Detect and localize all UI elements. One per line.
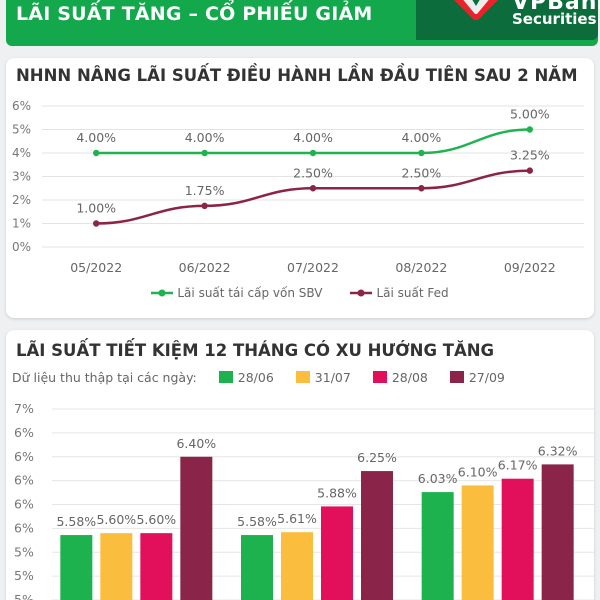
line-chart-legend: Lãi suất tái cấp vốn SBV Lãi suất Fed (6, 286, 594, 300)
y-tick-label: 5% (12, 123, 31, 137)
legend-swatch (372, 371, 387, 383)
y-tick-label: 6% (14, 449, 34, 464)
bar (140, 533, 173, 600)
data-label: 6.40% (176, 436, 216, 451)
data-point (526, 126, 533, 133)
y-tick-label: 6% (14, 497, 34, 512)
x-tick-label: 08/2022 (395, 260, 447, 275)
legend-prefix: Dữ liệu thu thập tại các ngày: (12, 369, 197, 385)
data-point (526, 167, 533, 174)
data-label: 2.50% (402, 165, 442, 180)
y-tick-label: 4% (12, 146, 31, 160)
y-tick-label: 6% (14, 425, 34, 440)
bar-chart-legend: Dữ liệu thu thập tại các ngày: 28/06 31/… (12, 368, 505, 386)
data-point (309, 185, 317, 192)
y-tick-label: 2% (12, 193, 31, 207)
bar (241, 535, 273, 600)
legend-line-icon (151, 289, 174, 297)
data-label: 6.32% (538, 443, 578, 458)
legend-swatch (449, 371, 464, 383)
bar (361, 471, 393, 600)
y-tick-label: 6% (14, 520, 34, 535)
data-label: 4.00% (185, 130, 225, 145)
data-label: 1.75% (185, 183, 225, 198)
data-point (201, 202, 208, 210)
data-label: 5.58% (237, 514, 277, 529)
data-point (201, 149, 208, 157)
legend-line-icon (350, 289, 373, 297)
bar (180, 456, 213, 600)
bar-chart-title: LÃI SUẤT TIẾT KIỆM 12 THÁNG CÓ XU HƯỚNG … (16, 341, 495, 360)
y-tick-label: 5% (14, 592, 34, 600)
x-tick-label: 09/2022 (504, 260, 556, 275)
data-label: 4.00% (402, 130, 442, 145)
legend-label-sbv: Lãi suất tái cấp vốn SBV (177, 286, 323, 300)
data-label: 1.00% (76, 201, 116, 216)
data-label: 6.25% (357, 450, 397, 465)
savings-rate-card: LÃI SUẤT TIẾT KIỆM 12 THÁNG CÓ XU HƯỚNG … (6, 330, 594, 600)
bar (281, 532, 313, 600)
data-label: 5.60% (96, 512, 136, 527)
bar (541, 464, 574, 600)
y-tick-label: 5% (14, 568, 34, 583)
bar (321, 506, 353, 600)
legend-item-sbv: Lãi suất tái cấp vốn SBV (151, 286, 322, 300)
legend-item-2808: 28/08 (372, 369, 428, 385)
x-tick-label: 07/2022 (287, 260, 339, 275)
data-label: 3.25% (510, 148, 550, 163)
policy-rate-card: NHNN NÂNG LÃI SUẤT ĐIỀU HÀNH LẦN ĐẦU TIÊ… (6, 58, 594, 318)
y-tick-label: 6% (12, 99, 31, 113)
bar (461, 485, 494, 600)
y-tick-label: 1% (12, 217, 31, 231)
legend-item-3107: 31/07 (295, 369, 351, 385)
data-label: 6.17% (498, 458, 538, 473)
data-label: 5.58% (56, 514, 96, 529)
y-tick-label: 3% (12, 170, 31, 184)
legend-swatch (218, 371, 233, 383)
y-tick-label: 7% (14, 401, 34, 416)
y-tick-label: 6% (14, 473, 34, 488)
vpbank-logo-icon (454, 0, 498, 20)
legend-item-2806: 28/06 (218, 369, 274, 385)
data-label: 4.00% (76, 130, 116, 145)
x-tick-label: 06/2022 (179, 260, 231, 275)
x-tick-label: 05/2022 (70, 260, 122, 275)
brand-logo: VPBank Securities (416, 0, 600, 40)
y-tick-label: 0% (12, 240, 31, 254)
legend-swatch (295, 371, 310, 383)
bar (501, 478, 534, 600)
y-tick-label: 5% (14, 544, 34, 559)
data-point (309, 149, 317, 157)
bar (100, 533, 133, 600)
bar-chart: 5%5%5%6%6%6%6%6%7%5.58% 5.60% 5.60%6.40%5.… (14, 401, 594, 600)
legend-label: 27/09 (468, 369, 505, 385)
data-label: 4.00% (293, 130, 333, 145)
data-label: 2.50% (293, 165, 333, 180)
data-label: 5.61% (277, 511, 317, 526)
logo-subtext: Securities (512, 10, 597, 28)
data-label: 5.60% (136, 512, 176, 527)
page-title: LÃI SUẤT TĂNG – CỔ PHIẾU GIẢM (16, 3, 373, 25)
legend-label: 31/07 (314, 369, 351, 385)
legend-label-fed: Lãi suất Fed (376, 286, 449, 300)
header-banner: LÃI SUẤT TĂNG – CỔ PHIẾU GIẢM VPBank Sec… (6, 0, 600, 46)
data-label: 5.88% (317, 485, 357, 500)
bar (60, 535, 93, 600)
data-label: 6.03% (418, 471, 458, 486)
logo-text: VPBank (512, 0, 600, 15)
line-chart: 0% 1% 2% 3% 4% 5% 6% 05/2022 06/2022 07/2022 08/20… (12, 99, 584, 275)
data-label: 5.00% (510, 107, 550, 122)
data-point (93, 149, 100, 157)
data-point (93, 220, 100, 227)
data-point (418, 185, 425, 192)
data-label: 6.10% (458, 464, 498, 479)
legend-item-fed: Lãi suất Fed (350, 286, 449, 300)
data-point (418, 149, 425, 157)
line-chart-title: NHNN NÂNG LÃI SUẤT ĐIỀU HÀNH LẦN ĐẦU TIÊ… (16, 66, 578, 85)
legend-item-2709: 27/09 (449, 369, 505, 385)
bar (421, 492, 454, 600)
legend-label: 28/08 (391, 369, 428, 385)
legend-label: 28/06 (237, 369, 274, 385)
